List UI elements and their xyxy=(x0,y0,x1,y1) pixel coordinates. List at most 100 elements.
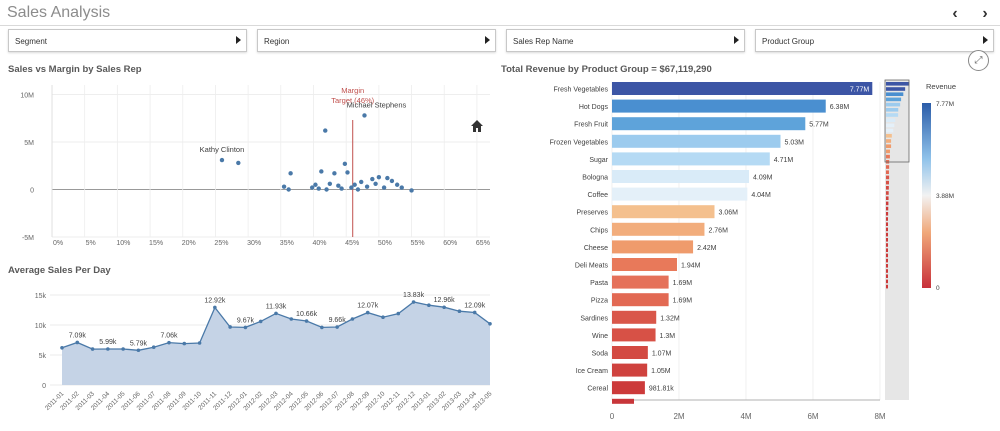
bar[interactable] xyxy=(612,117,806,131)
bar[interactable] xyxy=(612,240,694,254)
data-point[interactable] xyxy=(352,182,357,187)
data-point[interactable] xyxy=(342,161,348,167)
bar[interactable] xyxy=(612,170,750,183)
data-point[interactable] xyxy=(319,169,324,174)
data-point[interactable] xyxy=(345,170,350,175)
bar[interactable] xyxy=(612,398,634,404)
bar[interactable] xyxy=(612,205,715,219)
data-point[interactable] xyxy=(324,187,329,192)
data-point[interactable] xyxy=(121,347,125,351)
data-point[interactable] xyxy=(320,325,324,330)
data-point[interactable] xyxy=(389,178,395,184)
data-point[interactable] xyxy=(411,300,416,304)
data-point[interactable] xyxy=(281,184,287,189)
bar[interactable] xyxy=(612,275,669,289)
data-point[interactable] xyxy=(219,157,225,163)
data-point[interactable] xyxy=(182,341,187,346)
data-point[interactable] xyxy=(376,174,382,180)
bar[interactable] xyxy=(612,346,648,359)
filter-region[interactable]: Region xyxy=(257,29,496,52)
home-icon[interactable] xyxy=(471,120,483,132)
data-label: 12.07k xyxy=(357,303,379,310)
data-point[interactable] xyxy=(381,185,387,190)
data-point[interactable] xyxy=(327,181,333,186)
data-point[interactable] xyxy=(488,322,492,326)
data-point[interactable] xyxy=(385,175,390,181)
data-point[interactable] xyxy=(197,341,202,345)
data-point[interactable] xyxy=(339,186,344,191)
bar[interactable] xyxy=(612,328,656,342)
data-point[interactable] xyxy=(364,184,370,189)
data-point[interactable] xyxy=(309,185,315,190)
data-point[interactable] xyxy=(243,325,248,330)
data-point[interactable] xyxy=(359,179,364,185)
bar[interactable] xyxy=(612,99,826,113)
next-sheet-button[interactable]: › xyxy=(982,5,988,22)
area-chart[interactable]: 15k 10k 5k 0 7.09k 5.99k 5.79k 7.06k 12.92k 9.67… xyxy=(0,275,500,431)
bar[interactable] xyxy=(612,381,645,395)
data-point[interactable] xyxy=(136,348,141,353)
data-point[interactable] xyxy=(236,160,241,166)
mini-bar xyxy=(886,128,894,133)
data-point[interactable] xyxy=(151,345,156,349)
data-point[interactable] xyxy=(213,305,217,310)
previous-sheet-button[interactable]: ‹ xyxy=(952,5,958,22)
scatter-chart[interactable]: 10M 5M 0 -5M 0% 5% 10% 15% 20% 25% 30% 35% 40% 45% 50… xyxy=(0,75,500,275)
bar-title: Total Revenue by Product Group = $67,119… xyxy=(501,64,712,75)
bar[interactable] xyxy=(612,82,873,95)
data-point[interactable] xyxy=(427,303,431,307)
bar[interactable] xyxy=(612,152,770,166)
data-point[interactable] xyxy=(336,183,341,188)
data-point[interactable] xyxy=(399,185,404,190)
data-point[interactable] xyxy=(286,187,291,192)
bar[interactable] xyxy=(612,310,657,324)
bar-chart[interactable]: Fresh Vegetables Hot Dogs Fresh Fruit Froze… xyxy=(500,75,1000,431)
data-point[interactable] xyxy=(355,187,361,192)
mini-bar xyxy=(886,154,890,159)
data-point[interactable] xyxy=(409,188,414,193)
scrollbar-track[interactable] xyxy=(885,80,909,400)
data-point[interactable] xyxy=(323,128,328,133)
data-point[interactable] xyxy=(90,347,95,351)
filter-sales-rep-name[interactable]: Sales Rep Name xyxy=(506,29,745,52)
bar[interactable] xyxy=(612,134,781,148)
data-point[interactable] xyxy=(288,171,293,176)
data-point[interactable] xyxy=(167,340,171,345)
data-point[interactable] xyxy=(75,340,80,345)
data-point[interactable] xyxy=(289,317,294,321)
data-point[interactable] xyxy=(365,310,370,315)
data-point[interactable] xyxy=(304,319,309,323)
scrollbar-thumb[interactable] xyxy=(884,79,910,163)
data-point[interactable] xyxy=(350,317,355,321)
data-point[interactable] xyxy=(442,305,446,310)
x-tick-label: 0 xyxy=(610,412,615,421)
data-point[interactable] xyxy=(373,181,378,186)
bar[interactable] xyxy=(612,187,748,201)
filter-segment[interactable]: Segment xyxy=(8,29,247,52)
bar[interactable] xyxy=(612,258,677,271)
data-point[interactable] xyxy=(106,347,110,351)
data-point[interactable] xyxy=(258,319,263,324)
data-point[interactable] xyxy=(316,186,321,191)
bar[interactable] xyxy=(612,363,648,377)
data-point[interactable] xyxy=(335,325,339,329)
data-point[interactable] xyxy=(60,346,64,350)
bar[interactable] xyxy=(612,222,705,236)
data-point[interactable] xyxy=(313,182,318,187)
data-point[interactable] xyxy=(362,113,367,118)
bar[interactable] xyxy=(612,293,669,307)
data-point[interactable] xyxy=(370,176,375,182)
data-point[interactable] xyxy=(381,315,385,319)
data-point[interactable] xyxy=(472,310,477,315)
data-point[interactable] xyxy=(457,309,462,313)
data-point[interactable] xyxy=(396,311,401,316)
data-point[interactable] xyxy=(349,185,354,190)
data-point[interactable] xyxy=(394,182,400,187)
x-tick-label: 30% xyxy=(247,240,261,247)
line-title: Average Sales Per Day xyxy=(8,265,111,276)
filter-product-group[interactable]: Product Group xyxy=(755,29,994,52)
data-point[interactable] xyxy=(228,325,232,329)
data-point[interactable] xyxy=(274,311,278,316)
data-point[interactable] xyxy=(332,171,337,176)
fullscreen-expand-button[interactable]: ⤢ xyxy=(968,50,989,71)
